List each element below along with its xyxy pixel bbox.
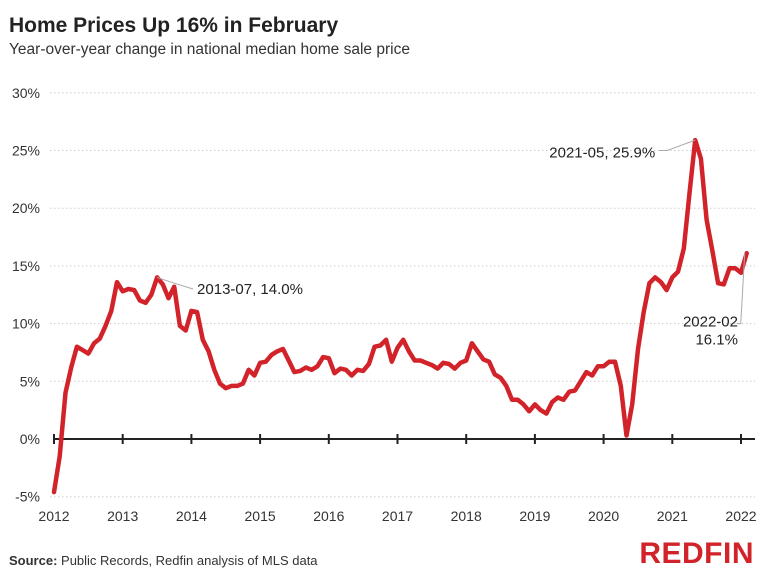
x-tick-label: 2012 <box>38 508 69 524</box>
annotation-label: 2021-05, 25.9% <box>549 145 655 162</box>
y-tick-label: 0% <box>20 431 40 447</box>
annotation-leader <box>156 276 194 290</box>
source-note: Source: Public Records, Redfin analysis … <box>9 553 318 568</box>
annotation-label: 16.1% <box>695 332 738 349</box>
x-tick-label: 2020 <box>588 508 619 524</box>
source-label: Source: <box>9 553 58 568</box>
y-tick-label: 30% <box>12 85 40 101</box>
annotation-label: 2013-07, 14.0% <box>197 281 303 298</box>
x-tick-label: 2019 <box>519 508 550 524</box>
source-text: Public Records, Redfin analysis of MLS d… <box>57 553 318 568</box>
x-tick-label: 2018 <box>451 508 482 524</box>
y-tick-label: 10% <box>12 316 40 332</box>
y-tick-label: 5% <box>20 373 40 389</box>
x-tick-label: 2014 <box>176 508 207 524</box>
y-tick-label: -5% <box>15 489 40 505</box>
chart-subtitle: Year-over-year change in national median… <box>9 41 410 58</box>
x-tick-label: 2021 <box>657 508 688 524</box>
y-tick-label: 15% <box>12 258 40 274</box>
series-line <box>51 137 749 495</box>
annotation-label: 2022-02 <box>683 314 738 331</box>
y-tick-label: 25% <box>12 143 40 159</box>
x-tick-label: 2017 <box>382 508 413 524</box>
y-tick-label: 20% <box>12 200 40 216</box>
redfin-logo: REDFIN <box>639 537 754 570</box>
annotation-leader <box>659 139 696 151</box>
x-tick-label: 2015 <box>245 508 276 524</box>
chart-title: Home Prices Up 16% in February <box>9 14 339 37</box>
x-tick-label: 2013 <box>107 508 138 524</box>
annotation-leader <box>736 253 746 325</box>
x-tick-label: 2022 <box>725 508 756 524</box>
x-tick-label: 2016 <box>313 508 344 524</box>
